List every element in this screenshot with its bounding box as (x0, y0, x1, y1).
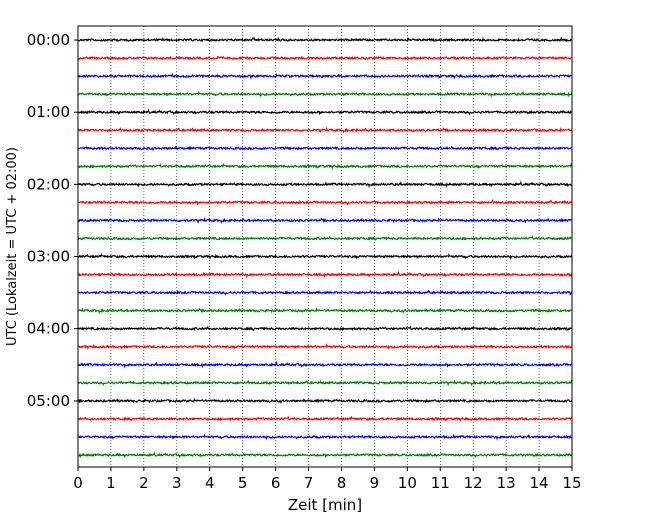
trace-row-8 (77, 180, 573, 189)
y-tick-label-4: 04:00 (27, 320, 70, 338)
x-axis-label: Zeit [min] (288, 496, 362, 514)
trace-row-6 (77, 145, 573, 152)
x-tick-label-13: 13 (497, 474, 516, 492)
x-tick-label-8: 8 (337, 474, 347, 492)
x-tick-label-10: 10 (398, 474, 417, 492)
trace-row-14 (77, 289, 573, 296)
y-tick-label-5: 05:00 (27, 392, 70, 410)
trace-row-5 (77, 126, 573, 134)
y-axis-ticks: 00:00 01:00 02:00 03:00 04:00 05:00 (27, 31, 78, 410)
trace-row-10 (77, 216, 573, 225)
x-tick-label-14: 14 (530, 474, 549, 492)
x-tick-label-3: 3 (172, 474, 182, 492)
trace-row-12 (77, 252, 573, 260)
trace-row-13 (77, 270, 573, 279)
trace-row-15 (77, 307, 573, 315)
trace-row-11 (77, 235, 573, 242)
trace-row-1 (77, 55, 573, 61)
trace-row-2 (77, 72, 573, 80)
x-axis-ticks: 0 1 2 3 4 5 6 7 8 9 10 11 12 13 14 15 (73, 467, 582, 492)
x-tick-label-11: 11 (431, 474, 450, 492)
x-tick-label-15: 15 (562, 474, 581, 492)
y-axis-label: UTC (Lokalzeit = UTC + 02:00) (5, 147, 20, 346)
x-tick-label-5: 5 (238, 474, 248, 492)
x-tick-label-2: 2 (139, 474, 149, 492)
x-tick-label-9: 9 (370, 474, 380, 492)
x-tick-label-1: 1 (106, 474, 116, 492)
x-tick-label-0: 0 (73, 474, 83, 492)
y-tick-label-1: 01:00 (27, 103, 70, 121)
x-tick-label-6: 6 (271, 474, 281, 492)
trace-row-4 (77, 108, 573, 116)
trace-row-22 (77, 433, 573, 441)
plot-frame (77, 25, 573, 468)
x-tick-label-4: 4 (205, 474, 215, 492)
trace-row-7 (77, 162, 573, 170)
trace-row-20 (77, 397, 573, 405)
y-tick-label-2: 02:00 (27, 175, 70, 193)
y-tick-label-0: 00:00 (27, 31, 70, 49)
trace-row-3 (77, 90, 573, 99)
trace-row-21 (77, 415, 573, 423)
trace-row-18 (77, 360, 573, 369)
trace-row-0 (77, 36, 573, 43)
y-tick-label-3: 03:00 (27, 248, 70, 266)
trace-row-23 (77, 451, 573, 459)
x-tick-label-12: 12 (464, 474, 483, 492)
trace-row-16 (77, 325, 573, 332)
trace-row-19 (77, 379, 573, 387)
trace-row-9 (77, 198, 573, 206)
trace-lines (77, 36, 573, 459)
x-tick-label-7: 7 (304, 474, 314, 492)
trace-row-17 (77, 343, 573, 351)
